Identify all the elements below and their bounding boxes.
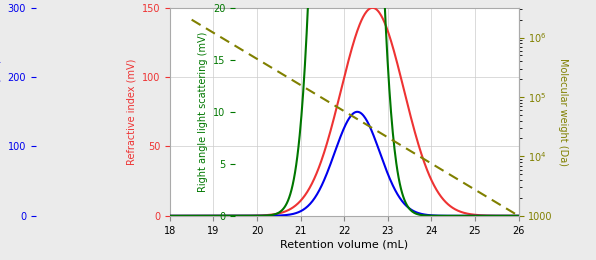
Y-axis label: Viscometer - DP (mV): Viscometer - DP (mV)	[0, 59, 2, 164]
Y-axis label: Refractive index (mV): Refractive index (mV)	[126, 58, 136, 165]
Y-axis label: Right angle light scattering (mV): Right angle light scattering (mV)	[198, 32, 208, 192]
Y-axis label: Molecular weight (Da): Molecular weight (Da)	[558, 58, 569, 166]
X-axis label: Retention volume (mL): Retention volume (mL)	[280, 240, 408, 250]
